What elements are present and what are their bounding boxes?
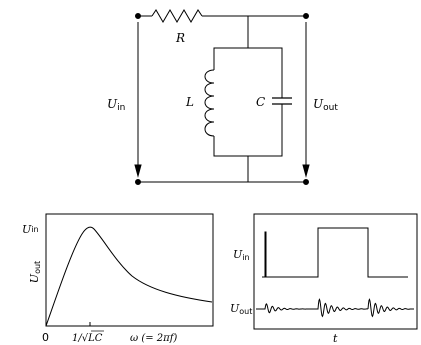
uin-signal [262, 227, 408, 278]
right-plot-uout-label: Uout [230, 302, 252, 316]
uout-arrow-head [302, 164, 310, 178]
capacitor-label: C [256, 95, 265, 109]
uout-label: Uout [313, 97, 338, 113]
left-plot-uin-label: Uin [22, 223, 39, 236]
resonance-plot [45, 213, 214, 327]
uout-signal [256, 298, 415, 318]
time-signal-plot-frame [253, 213, 418, 330]
right-uout-main: U [230, 302, 240, 315]
right-plot-uin-label: Uin [233, 248, 250, 262]
uin-label: Uin [107, 97, 125, 113]
right-uout-sub: out [239, 307, 252, 316]
left-uout-sub: out [33, 261, 42, 274]
time-axis-label: t [333, 332, 338, 345]
time-signal-plot [253, 213, 418, 330]
circuit-diagram [134, 9, 310, 185]
omega-axis-label: ω (= 2πf) [130, 333, 177, 344]
terminal-top-left [135, 13, 141, 19]
origin-label: 0 [42, 331, 49, 344]
uin-label-sub: in [117, 103, 125, 113]
left-uin-main: U [22, 223, 32, 236]
inductor-coil [204, 69, 215, 137]
svg-text:Uout: Uout [28, 261, 42, 283]
uout-label-main: U [313, 97, 324, 111]
uin-label-main: U [107, 97, 118, 111]
left-plot-uout-label: Uout [28, 261, 42, 283]
resistor [151, 9, 203, 23]
left-uout-main: U [28, 273, 41, 283]
resistor-label: R [175, 31, 185, 45]
resonance-tick-label: 1/√LC [72, 333, 103, 344]
tank-frame-bottom [213, 104, 283, 157]
left-uin-sub: in [31, 225, 38, 234]
inductor-label: L [185, 95, 194, 109]
uout-label-sub: out [323, 103, 338, 113]
resonance-curve [45, 226, 213, 327]
right-uin-sub: in [242, 253, 249, 262]
resonance-plot-frame [45, 213, 214, 327]
terminal-bottom-right [303, 179, 309, 185]
terminal-bottom-left [135, 179, 141, 185]
terminal-top-right [303, 13, 309, 19]
uin-arrow-head [134, 164, 142, 178]
tank-frame [213, 47, 283, 98]
right-uin-main: U [233, 248, 243, 261]
